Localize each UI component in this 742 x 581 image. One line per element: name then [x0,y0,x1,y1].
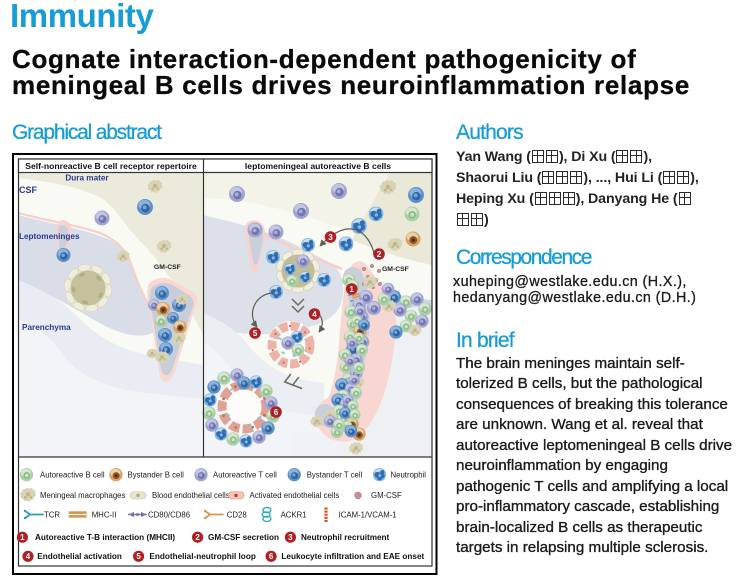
svg-text:3: 3 [288,533,293,542]
svg-text:Leukocyte infiltration and EAE: Leukocyte infiltration and EAE onset [281,552,424,561]
svg-text:Endothelial-neutrophil loop: Endothelial-neutrophil loop [149,552,255,561]
svg-text:2: 2 [377,250,382,259]
svg-text:1: 1 [20,533,25,542]
svg-text:Bystander T cell: Bystander T cell [307,471,363,480]
svg-text:4: 4 [312,310,317,319]
svg-text:TCR: TCR [44,510,60,519]
svg-text:Autoreactive B cell: Autoreactive B cell [40,471,105,480]
svg-text:2: 2 [195,533,200,542]
svg-text:GM-CSF: GM-CSF [382,266,409,273]
svg-text:CD28: CD28 [227,510,247,519]
svg-text:ACKR1: ACKR1 [281,510,307,519]
svg-text:3: 3 [328,233,333,242]
svg-text:Dura mater: Dura mater [65,174,109,183]
svg-text:GM-CSF: GM-CSF [371,491,402,500]
svg-text:Parenchyma: Parenchyma [22,323,71,332]
svg-text:MHC-II: MHC-II [92,510,117,519]
svg-text:Meningeal macrophages: Meningeal macrophages [40,491,125,500]
svg-text:4: 4 [26,552,31,561]
svg-text:CD80/CD86: CD80/CD86 [148,510,190,519]
svg-text:6: 6 [269,552,274,561]
svg-text:Activated endothelial cells: Activated endothelial cells [250,491,340,500]
svg-text:ICAM-1/VCAM-1: ICAM-1/VCAM-1 [339,510,397,519]
svg-text:1: 1 [349,285,354,294]
svg-text:Autoreactive T cell: Autoreactive T cell [213,471,277,480]
svg-text:Autoreactive T-B interaction (: Autoreactive T-B interaction (MHCII) [35,533,175,542]
svg-text:CSF: CSF [19,185,38,195]
svg-text:Neutrophil recruitment: Neutrophil recruitment [301,533,390,542]
svg-text:6: 6 [274,408,279,417]
svg-text:Endothelial activation: Endothelial activation [37,552,122,561]
svg-text:Leptomeninges: Leptomeninges [19,232,80,241]
svg-text:GM-CSF: GM-CSF [154,264,181,271]
svg-text:Bystander B cell: Bystander B cell [128,471,185,480]
svg-text:Self-nonreactive B cell recept: Self-nonreactive B cell receptor reperto… [25,161,197,171]
svg-text:Blood endothelial cells: Blood endothelial cells [152,491,230,500]
svg-text:5: 5 [136,552,141,561]
svg-text:leptomeningeal autoreactive B: leptomeningeal autoreactive B cells [245,161,391,171]
svg-text:5: 5 [253,329,258,338]
svg-text:GM-CSF secretion: GM-CSF secretion [208,533,279,542]
svg-text:Neutrophil: Neutrophil [391,471,427,480]
